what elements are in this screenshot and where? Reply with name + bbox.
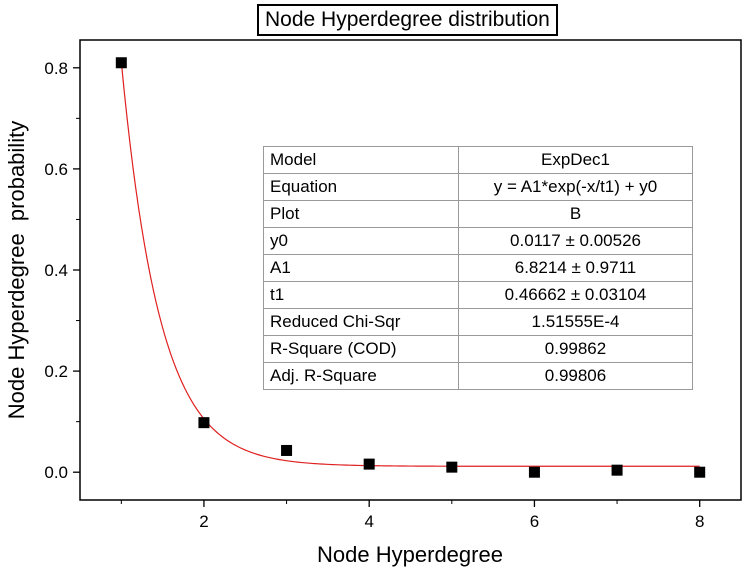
y-tick-label: 0.8 bbox=[44, 59, 68, 78]
fit-table-row: Adj. R-Square 0.99806 bbox=[263, 362, 693, 390]
data-point bbox=[611, 464, 623, 476]
x-axis-label: Node Hyperdegree bbox=[317, 542, 503, 567]
data-point bbox=[363, 458, 375, 470]
fit-table-row: y0 0.0117 ± 0.00526 bbox=[263, 227, 693, 255]
x-tick-label: 8 bbox=[695, 512, 704, 531]
fit-table-label: Plot bbox=[263, 200, 459, 228]
y-axis-ticks: 0.0 0.2 0.4 0.6 0.8 bbox=[44, 59, 80, 482]
fit-table-row: Equation y = A1*exp(-x/t1) + y0 bbox=[263, 173, 693, 201]
data-points bbox=[115, 57, 706, 478]
fit-table-label: Model bbox=[263, 146, 459, 174]
fit-table-row: t1 0.46662 ± 0.03104 bbox=[263, 281, 693, 309]
x-axis-ticks: 2 4 6 8 bbox=[120, 500, 704, 531]
fit-table-row: Model ExpDec1 bbox=[263, 146, 693, 174]
fit-table-label: Reduced Chi-Sqr bbox=[263, 308, 459, 336]
fit-table-row: A1 6.8214 ± 0.9711 bbox=[263, 254, 693, 282]
y-tick-label: 0.6 bbox=[44, 160, 68, 179]
fit-table-row: Plot B bbox=[263, 200, 693, 228]
fit-table-row: R-Square (COD) 0.99862 bbox=[263, 335, 693, 363]
fit-table-value: ExpDec1 bbox=[458, 146, 693, 174]
data-point bbox=[446, 461, 458, 473]
data-point bbox=[694, 466, 706, 478]
fit-table-row: Reduced Chi-Sqr 1.51555E-4 bbox=[263, 308, 693, 336]
data-point bbox=[198, 417, 210, 429]
y-tick-label: 0.2 bbox=[44, 362, 68, 381]
fit-table-label: Equation bbox=[263, 173, 459, 201]
y-tick-label: 0.4 bbox=[44, 261, 68, 280]
fit-table-value: y = A1*exp(-x/t1) + y0 bbox=[458, 173, 693, 201]
fit-table-value: 6.8214 ± 0.9711 bbox=[458, 254, 693, 282]
chart-title: Node Hyperdegree distribution bbox=[257, 4, 558, 36]
fit-table-label: Adj. R-Square bbox=[263, 362, 459, 390]
fit-table-value: 0.99862 bbox=[458, 335, 693, 363]
fit-table-value: 0.0117 ± 0.00526 bbox=[458, 227, 693, 255]
fit-curve bbox=[120, 61, 700, 467]
fit-parameters-table: Model ExpDec1 Equation y = A1*exp(-x/t1) + … bbox=[263, 146, 693, 390]
fit-table-label: A1 bbox=[263, 254, 459, 282]
fit-table-value: 0.46662 ± 0.03104 bbox=[458, 281, 693, 309]
fit-table-label: R-Square (COD) bbox=[263, 335, 459, 363]
x-tick-label: 2 bbox=[199, 512, 208, 531]
fit-table-label: y0 bbox=[263, 227, 459, 255]
data-point bbox=[528, 466, 540, 478]
fit-table-label: t1 bbox=[263, 281, 459, 309]
x-tick-label: 4 bbox=[364, 512, 373, 531]
y-axis-label: Node Hyperdegree probability bbox=[4, 121, 29, 419]
data-point bbox=[281, 444, 293, 456]
y-tick-label: 0.0 bbox=[44, 463, 68, 482]
data-point bbox=[115, 57, 127, 69]
fit-table-value: 1.51555E-4 bbox=[458, 308, 693, 336]
x-tick-label: 6 bbox=[530, 512, 539, 531]
fit-table-value: B bbox=[458, 200, 693, 228]
fit-table-value: 0.99806 bbox=[458, 362, 693, 390]
